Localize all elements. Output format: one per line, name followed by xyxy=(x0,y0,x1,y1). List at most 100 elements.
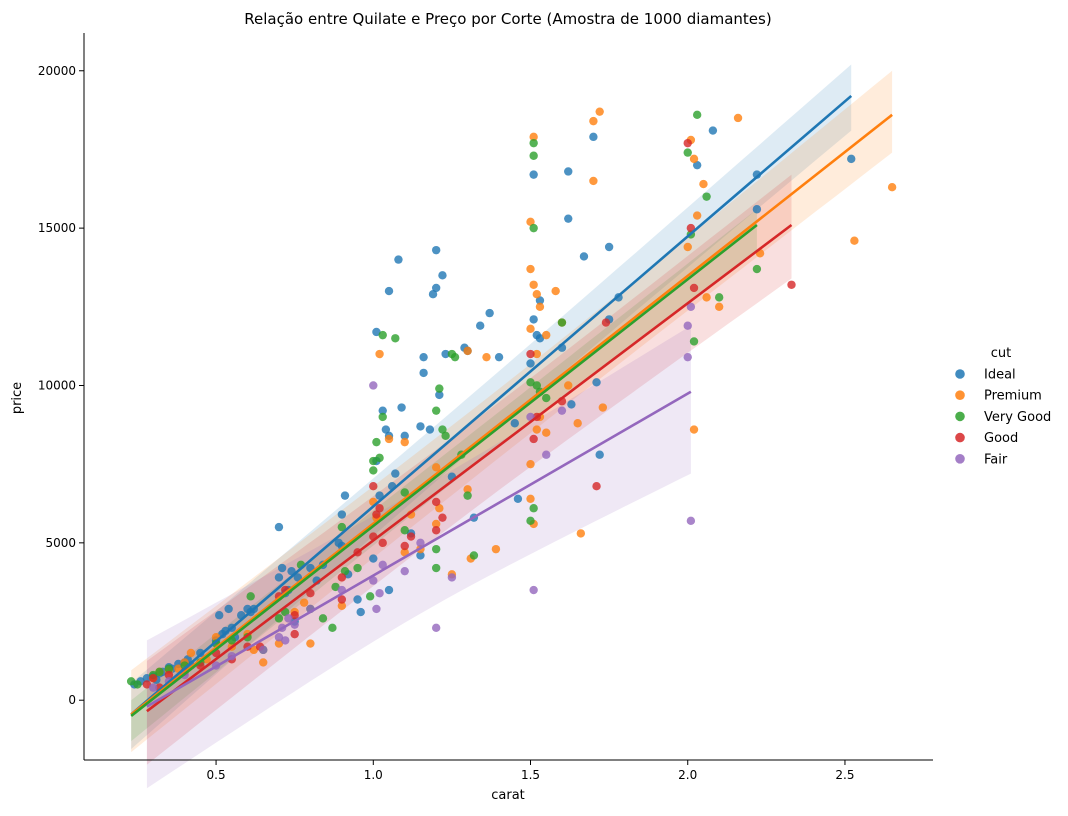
data-point-ideal xyxy=(400,431,409,441)
data-point-good xyxy=(375,504,384,513)
data-point-good xyxy=(787,280,796,289)
data-point-ideal xyxy=(381,425,391,434)
data-point-ideal xyxy=(431,283,441,293)
data-point-ideal xyxy=(604,242,614,252)
data-point-very-good xyxy=(391,334,400,343)
x-tick-label: 2.5 xyxy=(835,768,854,782)
data-point-premium xyxy=(431,463,441,472)
data-point-fair xyxy=(372,604,381,614)
data-point-premium xyxy=(576,529,586,538)
legend-label-good: Good xyxy=(984,431,1018,446)
data-point-very-good xyxy=(702,192,711,201)
data-point-premium xyxy=(529,280,538,289)
data-point-good xyxy=(337,573,347,582)
data-point-good xyxy=(337,595,347,604)
data-point-good xyxy=(164,670,174,680)
data-point-fair xyxy=(274,633,284,642)
x-axis-label: carat xyxy=(491,788,525,803)
data-point-very-good xyxy=(526,516,535,526)
legend-label-fair: Fair xyxy=(984,452,1008,467)
data-point-ideal xyxy=(692,160,702,170)
regression-line-fair xyxy=(146,390,692,708)
regression-lines xyxy=(130,94,893,717)
data-point-ideal xyxy=(340,491,350,500)
data-point-good xyxy=(529,434,538,444)
data-point-very-good xyxy=(400,526,409,535)
data-point-premium xyxy=(400,437,409,447)
data-point-good xyxy=(142,680,152,689)
data-point-fair xyxy=(148,683,158,692)
data-point-fair xyxy=(400,566,409,576)
data-point-ideal xyxy=(435,390,444,400)
data-point-premium xyxy=(306,639,315,648)
data-point-fair xyxy=(378,560,387,570)
data-point-ideal xyxy=(419,368,428,378)
data-point-very-good xyxy=(328,623,337,633)
data-point-premium xyxy=(526,264,535,274)
data-point-good xyxy=(431,526,441,535)
data-point-very-good xyxy=(431,544,441,554)
data-point-premium xyxy=(542,428,551,437)
data-point-premium xyxy=(482,352,491,362)
data-point-premium xyxy=(589,116,598,126)
data-point-ideal xyxy=(391,469,400,478)
data-point-very-good xyxy=(155,667,164,677)
data-point-very-good xyxy=(689,337,699,346)
data-point-fair xyxy=(686,302,696,312)
data-point-ideal xyxy=(274,522,284,532)
data-point-very-good xyxy=(246,592,255,601)
data-point-premium xyxy=(532,290,541,299)
data-point-very-good xyxy=(369,456,378,466)
data-point-ideal xyxy=(441,349,450,359)
legend-marker-premium xyxy=(955,390,965,401)
data-point-very-good xyxy=(469,551,479,560)
data-point-very-good xyxy=(692,110,702,120)
data-point-ideal xyxy=(752,205,762,214)
data-point-ideal xyxy=(384,585,394,595)
data-point-good xyxy=(592,481,601,491)
data-point-ideal xyxy=(378,406,387,415)
data-point-ideal xyxy=(529,170,538,179)
data-point-ideal xyxy=(485,308,494,318)
data-point-good xyxy=(406,532,416,541)
data-point-very-good xyxy=(532,381,541,390)
data-point-very-good xyxy=(542,393,551,403)
data-point-fair xyxy=(369,576,378,585)
data-point-very-good xyxy=(378,330,387,340)
data-point-ideal xyxy=(510,419,519,428)
data-point-fair xyxy=(431,623,441,633)
legend: cut Ideal Premium Very Good Good Fair xyxy=(955,346,1051,467)
data-point-premium xyxy=(526,494,535,503)
data-point-very-good xyxy=(274,614,284,623)
legend-title: cut xyxy=(991,346,1011,361)
regression-line-very-good xyxy=(130,223,758,717)
data-point-very-good xyxy=(529,223,538,233)
confidence-band-premium xyxy=(131,70,893,753)
data-point-good xyxy=(290,629,299,639)
data-point-very-good xyxy=(378,412,387,422)
data-point-very-good xyxy=(526,378,535,387)
legend-label-ideal: Ideal xyxy=(984,368,1016,383)
data-point-very-good xyxy=(331,582,340,592)
data-point-premium xyxy=(689,154,699,164)
data-point-ideal xyxy=(394,255,403,264)
data-point-fair xyxy=(683,321,692,330)
data-point-ideal xyxy=(535,334,545,343)
data-point-very-good xyxy=(318,614,328,623)
x-tick-label: 2.0 xyxy=(678,768,697,782)
data-point-premium xyxy=(714,302,724,312)
data-point-very-good xyxy=(372,437,381,447)
data-point-good xyxy=(290,611,299,620)
data-point-premium xyxy=(542,330,551,340)
data-point-premium xyxy=(375,349,384,359)
regression-line-ideal xyxy=(130,94,853,716)
data-point-ideal xyxy=(535,296,545,305)
data-point-ideal xyxy=(428,290,438,299)
data-point-ideal xyxy=(215,611,224,620)
data-point-ideal xyxy=(372,327,381,337)
data-point-fair xyxy=(259,645,268,655)
legend-label-premium: Premium xyxy=(984,389,1042,404)
data-point-ideal xyxy=(224,604,233,614)
